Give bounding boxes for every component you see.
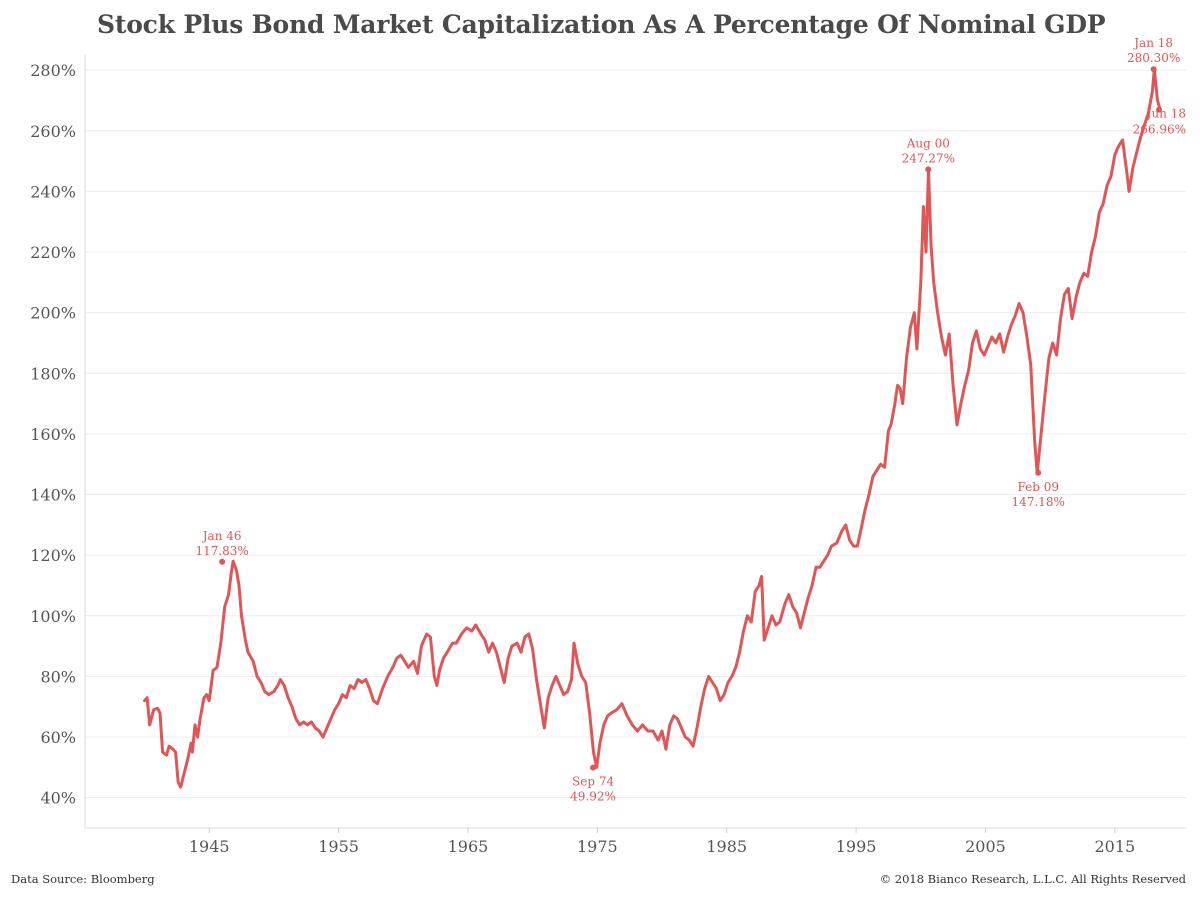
annotation-date-label: Jan 46 <box>201 529 242 543</box>
axes: 40% 60% 80% 100% 120% 140% 160% 180% 200% 220% 240… <box>30 55 1186 856</box>
annotation-marker <box>590 764 597 771</box>
gridlines <box>85 69 1186 799</box>
annotation-marker <box>1035 469 1042 476</box>
x-tick-label: 1985 <box>706 837 747 856</box>
annotation-value-label: 117.83% <box>195 544 248 558</box>
annotation-date-label: Jun 18 <box>1145 107 1186 121</box>
y-tick-label: 80% <box>40 667 76 686</box>
annotation-date-label: Feb 09 <box>1017 480 1059 494</box>
x-tick-label: 2015 <box>1094 837 1135 856</box>
y-tick-label: 140% <box>30 486 76 505</box>
copyright-note: © 2018 Bianco Research, L.L.C. All Right… <box>879 872 1186 886</box>
data-source-note: Data Source: Bloomberg <box>11 872 155 886</box>
y-tick-label: 260% <box>30 122 76 141</box>
annotation-date-label: Sep 74 <box>572 775 614 789</box>
series-line <box>143 67 1162 789</box>
y-tick-label: 280% <box>30 61 76 80</box>
y-tick-label: 220% <box>30 243 76 262</box>
x-tick-label: 1965 <box>448 837 489 856</box>
annotation-value-label: 280.30% <box>1127 51 1180 65</box>
annotation-date-label: Jan 18 <box>1132 36 1173 50</box>
y-tick-label: 100% <box>30 607 76 626</box>
y-tick-label: 240% <box>30 182 76 201</box>
y-tick-label: 60% <box>40 728 76 747</box>
x-tick-label: 1975 <box>577 837 618 856</box>
x-tick-label: 1945 <box>189 837 230 856</box>
annotation-marker <box>1156 106 1163 113</box>
y-tick-label: 180% <box>30 364 76 383</box>
annotation-value-label: 266.96% <box>1133 123 1186 137</box>
annotation-marker <box>1150 66 1157 73</box>
annotation-value-label: 49.92% <box>570 790 616 804</box>
x-tick-label: 2005 <box>965 837 1006 856</box>
annotation-value-label: 147.18% <box>1012 495 1065 509</box>
annotation-marker <box>925 166 932 173</box>
annotation-date-label: Aug 00 <box>906 136 950 150</box>
y-tick-label: 200% <box>30 304 76 323</box>
annotation-value-label: 247.27% <box>902 151 955 165</box>
annotation-marker <box>219 558 226 565</box>
x-tick-label: 1995 <box>836 837 877 856</box>
y-tick-label: 40% <box>40 789 76 808</box>
y-tick-label: 120% <box>30 546 76 565</box>
chart-title: Stock Plus Bond Market Capitalization As… <box>97 10 1106 39</box>
series-layer <box>143 67 1162 789</box>
x-tick-label: 1955 <box>318 837 359 856</box>
y-tick-label: 160% <box>30 425 76 444</box>
